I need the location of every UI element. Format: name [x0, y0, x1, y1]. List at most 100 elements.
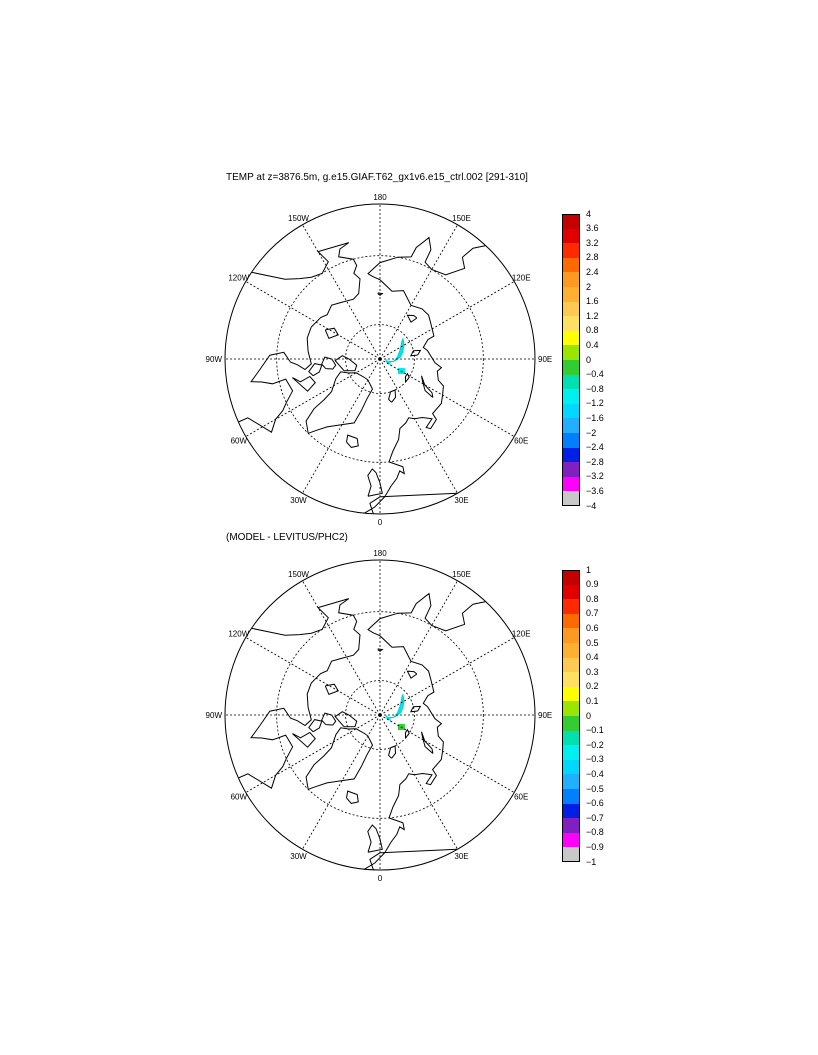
meridian-line	[302, 580, 381, 716]
coastline	[308, 363, 323, 377]
colorbar-label: −0.4	[586, 768, 604, 779]
coastline	[421, 731, 434, 754]
temperature-anomaly	[386, 694, 405, 719]
colorbar-label: −0.5	[586, 783, 604, 794]
colorbar-label: 0.8	[586, 593, 599, 604]
coastline	[409, 705, 422, 713]
polar-map-0: 180 150E 120E 90E 60E 30E 0 30W 60W 90W 120W 150W	[206, 193, 553, 527]
longitude-label: 30E	[454, 496, 468, 505]
coastline	[292, 731, 316, 748]
colorbar-label: 0.2	[586, 681, 599, 692]
colorbar-swatch	[562, 570, 580, 586]
longitude-label: 60W	[231, 793, 248, 802]
colorbar-swatch	[562, 345, 580, 361]
colorbar-label: −0.4	[586, 369, 604, 380]
colorbar-swatch	[562, 628, 580, 644]
colorbar-swatch	[562, 330, 580, 346]
colorbar-swatch	[562, 316, 580, 332]
latitude-circle	[276, 611, 484, 819]
latitude-circle	[345, 324, 415, 394]
longitude-label: 60E	[514, 437, 528, 446]
latitude-circle	[345, 680, 415, 750]
colorbar-swatch	[562, 847, 580, 863]
meridian-line	[379, 358, 458, 494]
colorbar-label: 1.2	[586, 310, 599, 321]
colorbar-label: 0.1	[586, 695, 599, 706]
coastline	[421, 375, 434, 398]
colorbar-label: 0.4	[586, 652, 599, 663]
colorbar-label: −0.7	[586, 812, 604, 823]
colorbar-label: 2.8	[586, 252, 599, 263]
longitude-label: 90W	[206, 355, 223, 364]
temperature-anomaly	[385, 714, 392, 722]
coastline	[409, 349, 422, 357]
colorbar-swatch	[562, 657, 580, 673]
longitude-label: 120W	[228, 274, 249, 283]
longitude-label: 150W	[288, 570, 309, 579]
colorbar-swatch	[562, 447, 580, 463]
coastline	[367, 824, 383, 853]
longitude-label: 180	[373, 193, 387, 202]
colorbar-swatch	[562, 301, 580, 317]
colorbar-label: −3.6	[586, 485, 604, 496]
colorbar-swatch	[562, 287, 580, 303]
colorbar-label: −0.2	[586, 739, 604, 750]
colorbar-swatch	[562, 433, 580, 449]
polar-map-1: 180 150E 120E 90E 60E 30E 0 30W 60W 90W 120W 150W	[206, 549, 553, 883]
longitude-label: 120W	[228, 630, 249, 639]
coastline	[334, 711, 358, 728]
colorbar-swatch	[562, 803, 580, 819]
colorbar-swatch	[562, 228, 580, 244]
colorbar-swatch	[562, 272, 580, 288]
colorbar-swatch	[562, 403, 580, 419]
meridian-line	[302, 714, 381, 850]
longitude-label: 150E	[452, 570, 471, 579]
colorbar-swatch	[562, 745, 580, 761]
longitude-label: 30W	[290, 852, 307, 861]
meridian-line	[245, 358, 381, 437]
colorbar-label: 3.2	[586, 237, 599, 248]
colorbar-swatch	[562, 462, 580, 478]
temperature-anomaly	[386, 338, 405, 363]
longitude-label: 180	[373, 549, 387, 558]
coastline	[324, 683, 339, 696]
longitude-label: 60W	[231, 437, 248, 446]
colorbar-swatch	[562, 243, 580, 259]
colorbar-swatch	[562, 774, 580, 790]
colorbar-label: −0.9	[586, 841, 604, 852]
colorbar-label: −0.6	[586, 798, 604, 809]
longitude-label: 0	[378, 518, 383, 527]
coastline	[354, 592, 486, 870]
bottom-map-title: (MODEL - LEVITUS/PHC2)	[226, 532, 348, 543]
meridian-line	[379, 714, 458, 850]
colorbar-label: −1.6	[586, 412, 604, 423]
colorbar-label: −2.4	[586, 442, 604, 453]
longitude-label: 90E	[538, 355, 552, 364]
colorbar-swatch	[562, 584, 580, 600]
colorbar-swatch	[562, 686, 580, 702]
colorbar-swatch	[562, 476, 580, 492]
colorbar-label: −2.8	[586, 456, 604, 467]
longitude-label: 90W	[206, 711, 223, 720]
colorbar-label: −2	[586, 427, 597, 438]
temperature-anomaly	[385, 358, 392, 366]
colorbar-swatch	[562, 599, 580, 615]
coastline	[292, 375, 316, 392]
colorbar-label: 1	[586, 564, 592, 575]
colorbar-label: 0.6	[586, 622, 599, 633]
meridian-line	[379, 580, 458, 716]
longitude-label: 120E	[512, 274, 531, 283]
map-boundary	[224, 559, 536, 871]
colorbar-label: 1.6	[586, 296, 599, 307]
colorbar-swatch	[562, 672, 580, 688]
longitude-label: 30W	[290, 496, 307, 505]
meridian-line	[379, 637, 515, 716]
colorbar-swatch	[562, 789, 580, 805]
coastline	[346, 434, 359, 448]
meridian-line	[379, 281, 515, 360]
colorbar-label: 0.3	[586, 666, 599, 677]
longitude-label: 30E	[454, 852, 468, 861]
colorbar-swatch	[562, 701, 580, 717]
colorbar-label: −0.1	[586, 725, 604, 736]
